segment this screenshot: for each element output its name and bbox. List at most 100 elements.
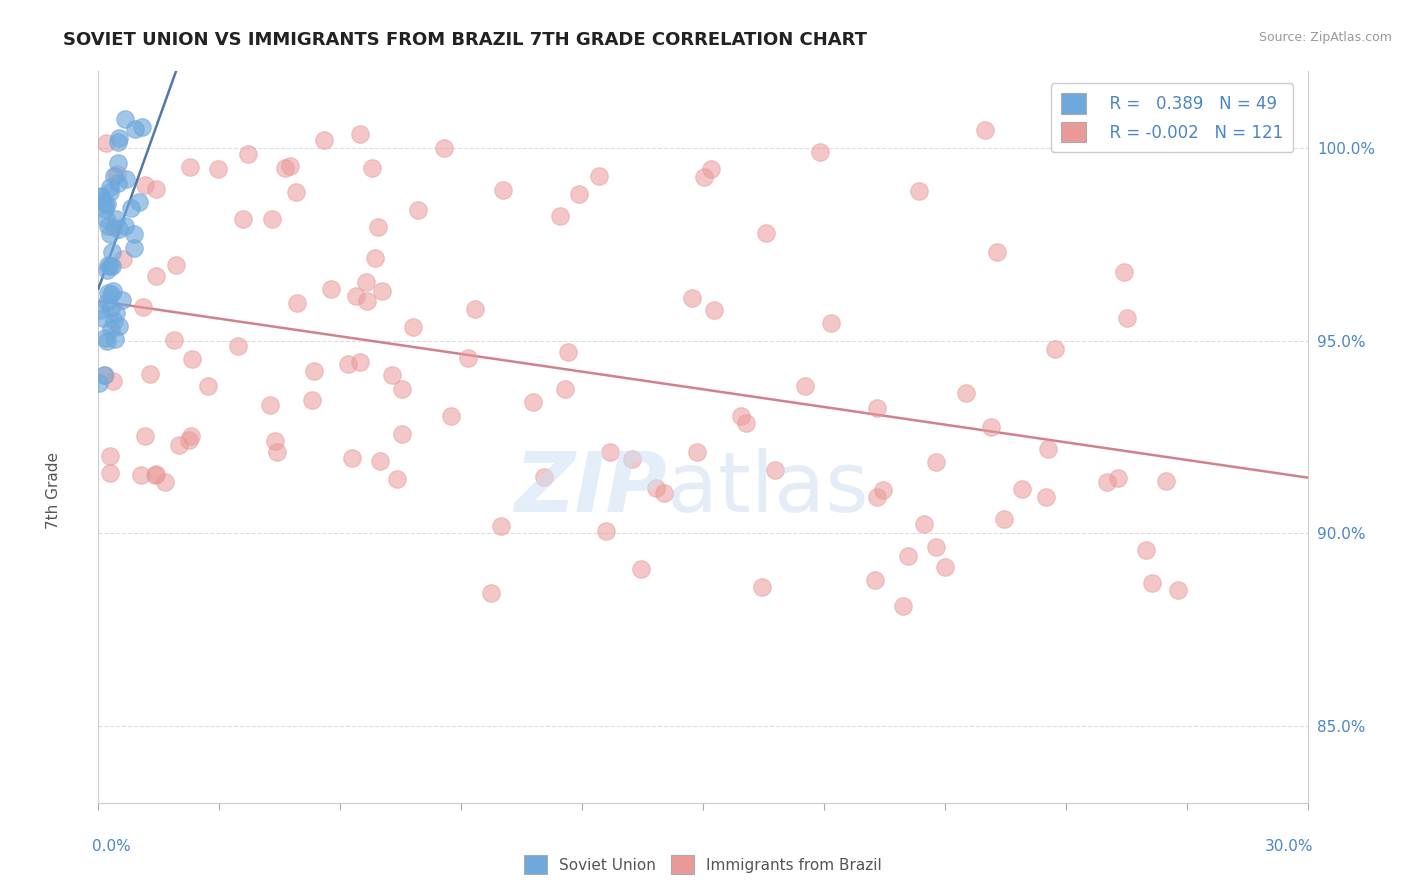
Point [98, 185, 121, 199]
Point [177, 433, 200, 447]
Point [693, 170, 716, 185]
Point [557, 345, 579, 359]
Point [402, 320, 425, 334]
Point [314, 133, 336, 147]
Point [104, 332, 127, 346]
Point [934, 560, 956, 574]
Point [107, 176, 129, 190]
Text: 7th Grade: 7th Grade [46, 452, 60, 529]
Point [100, 227, 122, 241]
Point [974, 122, 997, 136]
Point [103, 219, 125, 234]
Point [145, 182, 167, 196]
Point [163, 334, 186, 348]
Point [1114, 265, 1136, 279]
Point [104, 211, 127, 226]
Point [103, 169, 125, 183]
Point [621, 452, 644, 467]
Point [98, 259, 121, 273]
Point [630, 562, 652, 576]
Point [180, 428, 202, 442]
Point [865, 574, 887, 588]
Point [681, 291, 703, 305]
Point [408, 203, 430, 218]
Point [103, 314, 125, 328]
Point [1142, 576, 1164, 591]
Point [533, 470, 555, 484]
Point [735, 417, 758, 431]
Text: Source: ZipAtlas.com: Source: ZipAtlas.com [1258, 31, 1392, 45]
Point [107, 135, 129, 149]
Point [340, 451, 363, 466]
Text: ZIP: ZIP [515, 448, 666, 529]
Point [259, 398, 281, 412]
Point [285, 296, 308, 310]
Text: SOVIET UNION VS IMMIGRANTS FROM BRAZIL 7TH GRADE CORRELATION CHART: SOVIET UNION VS IMMIGRANTS FROM BRAZIL 7… [63, 31, 868, 49]
Point [263, 434, 285, 449]
Point [145, 268, 167, 283]
Point [107, 318, 129, 333]
Point [554, 383, 576, 397]
Point [872, 483, 894, 498]
Point [645, 481, 668, 495]
Point [686, 444, 709, 458]
Point [107, 222, 129, 236]
Point [90, 194, 112, 208]
Point [370, 284, 392, 298]
Point [143, 468, 166, 483]
Point [155, 475, 177, 489]
Point [98, 466, 121, 480]
Point [360, 161, 382, 175]
Point [97, 286, 120, 301]
Point [128, 194, 150, 209]
Point [568, 186, 591, 201]
Point [280, 159, 302, 173]
Point [93, 202, 115, 216]
Point [100, 259, 122, 273]
Point [1036, 442, 1059, 456]
Point [89, 376, 111, 390]
Point [134, 429, 156, 443]
Point [349, 128, 371, 142]
Point [101, 374, 124, 388]
Point [145, 467, 167, 481]
Point [1095, 475, 1118, 489]
Point [96, 263, 118, 277]
Point [479, 586, 502, 600]
Point [1167, 582, 1189, 597]
Point [763, 463, 786, 477]
Text: 30.0%: 30.0% [1265, 839, 1313, 855]
Point [105, 167, 128, 181]
Point [285, 185, 308, 199]
Point [367, 220, 389, 235]
Point [238, 147, 260, 161]
Point [1135, 543, 1157, 558]
Point [207, 162, 229, 177]
Point [321, 282, 343, 296]
Point [548, 209, 571, 223]
Point [274, 161, 297, 176]
Point [891, 599, 914, 614]
Point [595, 524, 617, 539]
Point [108, 131, 131, 145]
Point [464, 301, 486, 316]
Point [588, 169, 610, 183]
Point [1011, 482, 1033, 496]
Point [364, 252, 387, 266]
Legend: Soviet Union, Immigrants from Brazil: Soviet Union, Immigrants from Brazil [517, 849, 889, 880]
Point [866, 401, 889, 416]
Point [107, 156, 129, 170]
Point [97, 219, 120, 233]
Point [134, 178, 156, 192]
Point [94, 331, 117, 345]
Point [169, 438, 191, 452]
Point [94, 197, 117, 211]
Point [1107, 471, 1129, 485]
Point [131, 120, 153, 135]
Point [266, 445, 288, 459]
Point [122, 227, 145, 241]
Point [94, 211, 117, 226]
Point [912, 517, 935, 532]
Point [89, 189, 111, 203]
Point [132, 300, 155, 314]
